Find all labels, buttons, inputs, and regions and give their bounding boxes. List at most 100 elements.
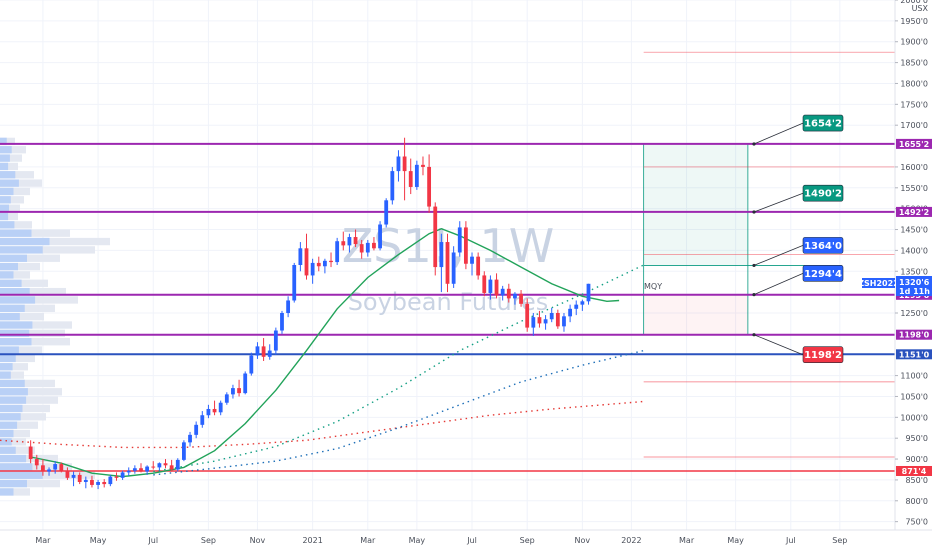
candle-body[interactable] [182, 442, 186, 460]
candle-body[interactable] [175, 459, 180, 470]
candle-body[interactable] [200, 415, 205, 425]
horizontal-levels[interactable] [0, 51, 895, 472]
candle-body[interactable] [108, 476, 113, 485]
candle-body[interactable] [574, 304, 579, 309]
candle-body[interactable] [378, 224, 382, 249]
candle-body[interactable] [90, 479, 94, 485]
candle-body[interactable] [408, 171, 413, 187]
candle-body[interactable] [255, 346, 260, 356]
candle-body[interactable] [402, 156, 407, 172]
candle-body[interactable] [531, 317, 536, 328]
candle-body[interactable] [427, 166, 432, 207]
candle-body[interactable] [494, 279, 499, 296]
candle-body[interactable] [224, 394, 229, 403]
candle-body[interactable] [114, 476, 119, 478]
candle-body[interactable] [525, 303, 530, 328]
candle-body[interactable] [34, 459, 39, 466]
candle-body[interactable] [562, 316, 566, 327]
candle-body[interactable] [451, 252, 456, 284]
candle-body[interactable] [96, 482, 100, 485]
candle-body[interactable] [476, 256, 481, 276]
candle-body[interactable] [396, 156, 401, 172]
candle-body[interactable] [169, 465, 174, 470]
candle-body[interactable] [163, 463, 168, 466]
candle-body[interactable] [359, 244, 364, 253]
candle-body[interactable] [500, 288, 505, 296]
candle-body[interactable] [537, 317, 542, 324]
candle-body[interactable] [568, 308, 573, 317]
candle-body[interactable] [433, 206, 438, 268]
candle-body[interactable] [506, 288, 511, 299]
candle-body[interactable] [280, 312, 284, 331]
candle-body[interactable] [237, 388, 241, 394]
candle-body[interactable] [286, 300, 291, 313]
candle-body[interactable] [463, 227, 468, 264]
candle-body[interactable] [513, 293, 517, 299]
candle-body[interactable] [139, 468, 143, 472]
candle-body[interactable] [365, 242, 370, 253]
candle-body[interactable] [421, 164, 425, 167]
candle-body[interactable] [212, 408, 217, 413]
candle-body[interactable] [335, 241, 340, 263]
candle-body[interactable] [470, 256, 474, 264]
candle-body[interactable] [59, 464, 64, 471]
candle-body[interactable] [586, 283, 591, 302]
candle-body[interactable] [53, 464, 58, 470]
candle-body[interactable] [83, 479, 88, 483]
candle-body[interactable] [120, 472, 125, 478]
candle-body[interactable] [384, 200, 389, 225]
candle-body[interactable] [28, 446, 33, 460]
candle-body[interactable] [261, 346, 266, 357]
callout-box[interactable] [802, 265, 844, 282]
candle-body[interactable] [206, 408, 211, 416]
candle-body[interactable] [151, 466, 156, 468]
candle-body[interactable] [249, 355, 254, 374]
candle-body[interactable] [65, 470, 70, 478]
price-axis[interactable]: USX 750'0 800'0 850'0 900'0 950'0 1000'0 1050'… [858, 0, 932, 550]
candle-body[interactable] [347, 237, 352, 246]
candle-body[interactable] [310, 262, 315, 276]
candle-body[interactable] [322, 260, 327, 267]
candle-body[interactable] [555, 312, 560, 327]
callout-box[interactable] [802, 114, 844, 132]
candle-body[interactable] [304, 248, 309, 276]
candle-body[interactable] [316, 262, 321, 267]
candle-body[interactable] [372, 242, 376, 249]
candle-body[interactable] [292, 265, 297, 301]
candle-body[interactable] [47, 469, 51, 472]
candle-body[interactable] [243, 373, 248, 394]
candle-body[interactable] [390, 171, 395, 201]
time-axis[interactable]: Mar May Jul Sep Nov 2021 Mar May Jul Sep Nov 2022 Ma… [0, 529, 932, 550]
candle-body[interactable] [41, 465, 45, 472]
candle-body[interactable] [580, 301, 585, 305]
candle-body[interactable] [329, 260, 333, 263]
candle-body[interactable] [188, 434, 192, 443]
candle-body[interactable] [218, 402, 223, 413]
candle-body[interactable] [414, 164, 419, 187]
candle-body[interactable] [194, 424, 199, 435]
candle-body[interactable] [71, 474, 76, 478]
candle-body[interactable] [482, 275, 487, 293]
candle-body[interactable] [145, 466, 150, 472]
callout-box[interactable] [802, 237, 844, 254]
candle-body[interactable] [298, 248, 303, 265]
candle-body[interactable] [353, 237, 358, 245]
candle-body[interactable] [488, 279, 493, 293]
candle-body[interactable] [231, 388, 235, 395]
candle-body[interactable] [126, 470, 131, 473]
candle-body[interactable] [549, 312, 554, 320]
callout-box[interactable] [802, 184, 844, 202]
callout-box[interactable] [802, 346, 844, 364]
candle-body[interactable] [77, 474, 82, 483]
price-callouts[interactable]: 1654'2 1490'2 1364'0 1294'4 1198'2 [752, 114, 844, 364]
candle-body[interactable] [102, 482, 107, 485]
candle-body[interactable] [267, 350, 272, 357]
candle-body[interactable] [445, 242, 450, 284]
candle-body[interactable] [132, 468, 137, 471]
candle-body[interactable] [341, 241, 346, 246]
candle-body[interactable] [273, 330, 278, 351]
candle-body[interactable] [457, 227, 462, 253]
candle-body[interactable] [519, 293, 523, 304]
candle-body[interactable] [157, 463, 162, 468]
